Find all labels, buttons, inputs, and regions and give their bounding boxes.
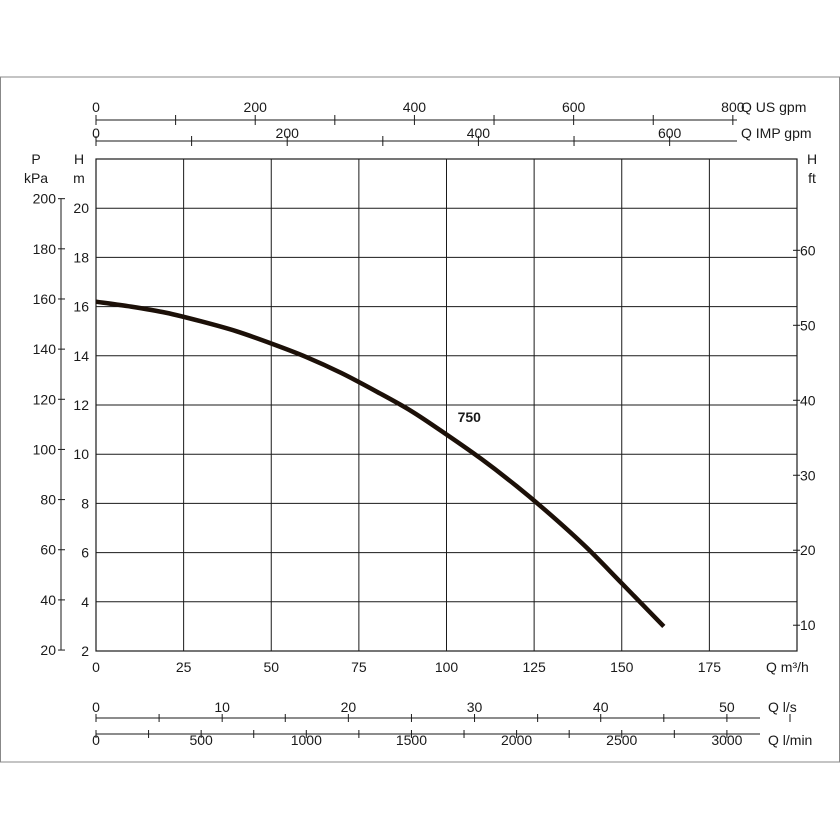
- x-tick-label-m3h: 100: [435, 659, 459, 675]
- x-tick-label-m3h: 125: [522, 659, 546, 675]
- x-tick-label-us-gpm: 800: [721, 99, 745, 115]
- x-tick-label-us-gpm: 400: [403, 99, 427, 115]
- y-tick-label-kpa: 80: [40, 492, 56, 508]
- y-tick-label-kpa: 180: [33, 241, 57, 257]
- y-tick-label-m: 18: [73, 249, 89, 265]
- y-tick-label-ft: 30: [800, 467, 816, 483]
- x-tick-label-imp-gpm: 0: [92, 125, 100, 141]
- x-tick-label-m3h: 150: [610, 659, 634, 675]
- y-tick-label-m: 14: [73, 348, 89, 364]
- y-tick-label-m: 6: [81, 545, 89, 561]
- y-tick-label-kpa: 40: [40, 592, 56, 608]
- y-axis-letter-ft: H: [807, 151, 817, 167]
- x-tick-label-m3h: 75: [351, 659, 367, 675]
- x-tick-label-us-gpm: 0: [92, 99, 100, 115]
- x-axis-label-ls: Q l/s: [768, 699, 797, 715]
- x-tick-label-m3h: 175: [698, 659, 722, 675]
- y-tick-label-ft: 50: [800, 317, 816, 333]
- x-tick-label-lmin: 0: [92, 732, 100, 748]
- series-label-750: 750: [458, 409, 482, 425]
- x-axis-label-lmin: Q l/min: [768, 732, 812, 748]
- y-axis-letter-kpa: P: [31, 151, 40, 167]
- x-tick-label-ls: 10: [214, 699, 230, 715]
- y-tick-label-kpa: 100: [33, 441, 57, 457]
- y-tick-label-m: 10: [73, 446, 89, 462]
- y-tick-label-m: 12: [73, 397, 89, 413]
- x-tick-label-m3h: 25: [176, 659, 192, 675]
- x-tick-label-ls: 40: [593, 699, 609, 715]
- x-tick-label-ls: 30: [467, 699, 483, 715]
- y-tick-label-kpa: 60: [40, 542, 56, 558]
- y-tick-label-kpa: 160: [33, 291, 57, 307]
- x-tick-label-ls: 50: [719, 699, 735, 715]
- y-tick-label-kpa: 120: [33, 391, 57, 407]
- x-tick-label-ls: 0: [92, 699, 100, 715]
- x-axis-label-imp-gpm: Q IMP gpm: [741, 125, 812, 141]
- x-tick-label-lmin: 2000: [501, 732, 532, 748]
- y-axis-unit-ft: ft: [808, 170, 816, 186]
- x-tick-label-ls: 20: [341, 699, 357, 715]
- y-axis-head-letter-m: H: [74, 151, 84, 167]
- y-tick-label-ft: 40: [800, 392, 816, 408]
- x-tick-label-m3h: 50: [263, 659, 279, 675]
- x-axis-label-us-gpm: Q US gpm: [741, 99, 806, 115]
- x-tick-label-us-gpm: 200: [244, 99, 268, 115]
- y-tick-label-ft: 10: [800, 617, 816, 633]
- y-tick-label-kpa: 20: [40, 642, 56, 658]
- x-axis-label-m3h: Q m³/h: [766, 659, 809, 675]
- y-tick-label-ft: 20: [800, 542, 816, 558]
- y-tick-label-kpa: 200: [33, 191, 57, 207]
- x-tick-label-us-gpm: 600: [562, 99, 586, 115]
- x-tick-label-m3h: 0: [92, 659, 100, 675]
- x-tick-label-lmin: 500: [189, 732, 213, 748]
- y-tick-label-ft: 60: [800, 242, 816, 258]
- x-tick-label-lmin: 1500: [396, 732, 427, 748]
- x-tick-label-imp-gpm: 600: [658, 125, 682, 141]
- x-tick-label-imp-gpm: 200: [276, 125, 300, 141]
- x-tick-label-imp-gpm: 400: [467, 125, 491, 141]
- x-tick-label-lmin: 2500: [606, 732, 637, 748]
- series-line-750: [95, 299, 666, 628]
- y-tick-label-m: 8: [81, 495, 89, 511]
- y-axis-unit-kpa: kPa: [24, 170, 48, 186]
- y-tick-label-m: 20: [73, 200, 89, 216]
- y-axis-unit-m: m: [73, 170, 85, 186]
- y-tick-label-m: 4: [81, 594, 89, 610]
- y-tick-label-kpa: 140: [33, 341, 57, 357]
- y-tick-label-m: 2: [81, 643, 89, 659]
- y-tick-label-m: 16: [73, 299, 89, 315]
- x-tick-label-lmin: 1000: [291, 732, 322, 748]
- x-tick-label-lmin: 3000: [711, 732, 742, 748]
